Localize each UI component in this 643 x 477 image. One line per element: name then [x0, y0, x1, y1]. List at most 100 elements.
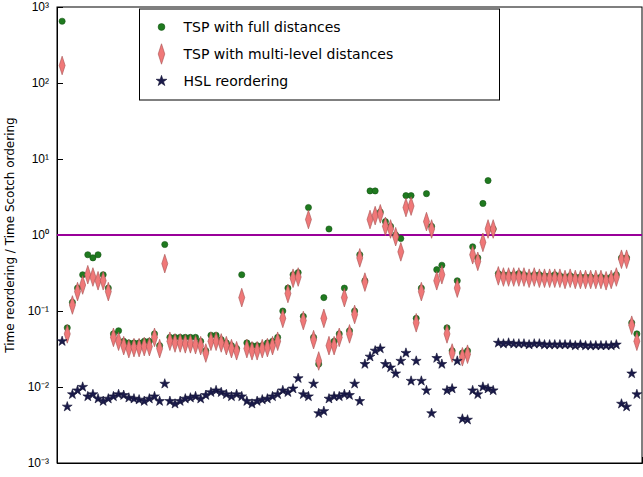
point	[295, 268, 301, 287]
point	[244, 339, 250, 358]
series-star	[57, 336, 642, 424]
point	[237, 391, 247, 400]
point	[439, 265, 445, 284]
point	[622, 402, 632, 411]
point	[418, 282, 424, 301]
point	[105, 282, 111, 301]
point	[611, 340, 621, 349]
point	[309, 379, 319, 388]
point	[398, 243, 404, 262]
point	[223, 336, 229, 355]
point	[473, 389, 483, 398]
point	[355, 396, 365, 405]
point	[401, 348, 411, 357]
y-tick-mark	[57, 83, 63, 84]
point	[234, 341, 240, 360]
point	[382, 217, 388, 236]
legend-marker	[158, 24, 165, 31]
point	[488, 385, 498, 394]
point	[452, 356, 462, 365]
chart: 10⁻³10⁻²10⁻¹10⁰10¹10²10³TSP with full di…	[0, 0, 643, 477]
point	[150, 391, 160, 400]
point	[321, 309, 327, 328]
frame	[57, 7, 642, 463]
point	[254, 341, 260, 360]
y-tick: 10²	[32, 76, 63, 90]
point	[100, 271, 106, 290]
point	[259, 339, 265, 358]
point	[288, 384, 298, 393]
point	[304, 391, 314, 400]
point	[608, 270, 614, 289]
y-tick-label: 10⁻³	[28, 456, 49, 470]
point	[624, 250, 630, 269]
point	[485, 177, 491, 183]
point	[293, 373, 303, 382]
point	[406, 376, 416, 385]
x-axis-line	[58, 457, 643, 464]
y-tick-mark	[57, 7, 63, 8]
point	[357, 249, 363, 268]
point	[69, 296, 75, 315]
point	[475, 252, 481, 271]
point	[362, 273, 368, 292]
legend-label: TSP with multi-level distances	[183, 46, 394, 62]
y-axis-title: Time reordering / Time Scotch ordering	[3, 117, 17, 353]
point	[627, 368, 637, 377]
point	[375, 343, 385, 352]
point	[198, 336, 204, 355]
point	[352, 305, 358, 324]
point	[567, 269, 573, 288]
point	[444, 325, 450, 344]
point	[316, 352, 322, 371]
point	[275, 332, 281, 351]
point	[613, 268, 619, 287]
point	[218, 334, 224, 353]
point	[311, 330, 317, 349]
point	[187, 334, 193, 353]
point	[465, 345, 471, 364]
y-tick: 10⁻¹	[28, 304, 63, 318]
point	[403, 198, 409, 217]
point	[429, 220, 435, 239]
point	[388, 220, 394, 239]
point	[239, 288, 245, 307]
y-tick-label: 10²	[32, 76, 49, 90]
point	[391, 368, 401, 377]
point	[422, 385, 432, 394]
point	[360, 359, 370, 368]
point	[116, 332, 122, 351]
point	[423, 191, 429, 197]
point	[386, 362, 396, 371]
point	[447, 384, 457, 393]
point	[350, 379, 360, 388]
point	[463, 415, 473, 424]
point	[203, 344, 209, 363]
point	[155, 396, 165, 405]
point	[598, 270, 604, 289]
point	[326, 226, 332, 232]
point	[331, 336, 337, 355]
point	[490, 220, 496, 239]
point	[57, 336, 67, 345]
point	[562, 270, 568, 289]
y-tick: 10³	[32, 0, 63, 14]
point	[228, 339, 234, 358]
point	[62, 402, 72, 411]
point	[59, 18, 65, 24]
point	[632, 389, 642, 398]
point	[136, 338, 142, 357]
plot: 10⁻³10⁻²10⁻¹10⁰10¹10²10³TSP with full di…	[28, 0, 643, 470]
point	[157, 339, 163, 358]
point	[377, 204, 383, 223]
point	[521, 268, 527, 287]
y-tick-label: 10¹	[32, 152, 49, 166]
point	[480, 200, 486, 206]
point	[290, 269, 296, 288]
y-tick-mark	[57, 387, 63, 388]
point	[393, 227, 399, 246]
y-tick-mark	[57, 311, 63, 312]
y-tick-label: 10⁻¹	[28, 304, 49, 318]
point	[629, 316, 635, 335]
point	[634, 332, 640, 351]
